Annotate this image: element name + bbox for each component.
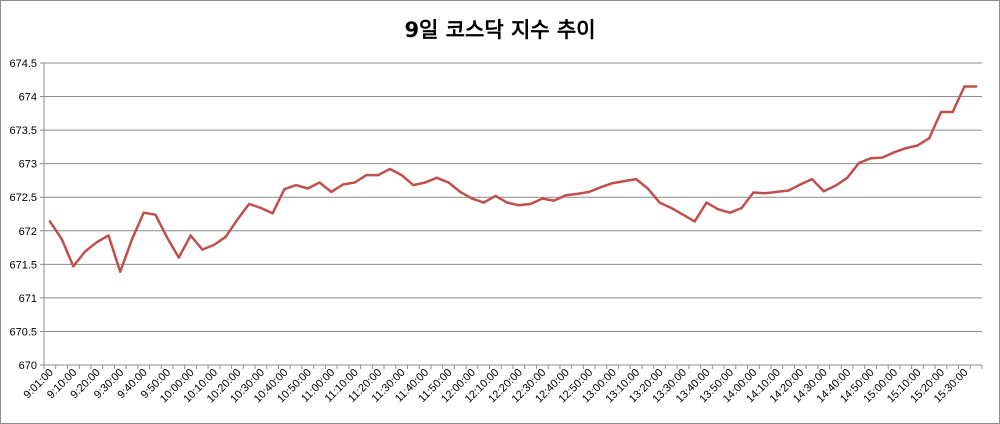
series bbox=[48, 85, 978, 273]
data-point bbox=[728, 211, 732, 214]
data-point bbox=[353, 181, 356, 184]
y-tick-label: 672 bbox=[19, 226, 37, 238]
axes bbox=[40, 62, 983, 369]
data-point bbox=[775, 190, 778, 194]
data-point bbox=[881, 156, 884, 159]
y-tick-label: 673.5 bbox=[9, 125, 37, 137]
data-point bbox=[259, 206, 263, 210]
data-point bbox=[517, 204, 521, 207]
y-tick-label: 674 bbox=[19, 92, 37, 104]
data-point bbox=[576, 192, 579, 196]
data-point bbox=[693, 220, 696, 223]
data-point bbox=[752, 191, 755, 194]
data-point bbox=[834, 184, 837, 187]
data-point bbox=[459, 190, 462, 194]
data-point bbox=[658, 201, 661, 204]
data-point bbox=[130, 238, 134, 241]
data-point bbox=[447, 181, 450, 184]
chart-title: 9일 코스닥 지수 추이 bbox=[404, 18, 596, 42]
data-point bbox=[388, 167, 392, 171]
series-line bbox=[48, 85, 978, 273]
data-point bbox=[83, 250, 87, 253]
y-tick-label: 670 bbox=[19, 360, 37, 372]
data-point bbox=[119, 270, 122, 273]
x-tick-labels: 9:01:009:10:009:20:009:30:009:40:009:50:… bbox=[22, 367, 971, 406]
data-point bbox=[951, 110, 954, 114]
data-point bbox=[599, 186, 603, 189]
data-point bbox=[799, 183, 802, 186]
data-point bbox=[142, 211, 145, 214]
data-point bbox=[681, 213, 685, 216]
data-point bbox=[634, 177, 638, 181]
data-point bbox=[822, 190, 825, 193]
data-point bbox=[529, 202, 532, 206]
data-point bbox=[787, 189, 790, 192]
data-point bbox=[869, 157, 872, 160]
data-point bbox=[670, 206, 673, 210]
data-point bbox=[717, 208, 720, 211]
data-point bbox=[377, 173, 380, 177]
data-point bbox=[248, 202, 251, 206]
data-point bbox=[552, 199, 556, 202]
data-point bbox=[588, 190, 591, 194]
data-point bbox=[974, 85, 978, 88]
data-point bbox=[271, 212, 274, 215]
data-point bbox=[857, 161, 861, 165]
data-point bbox=[60, 237, 63, 240]
data-point bbox=[646, 187, 649, 190]
data-point bbox=[623, 179, 626, 183]
data-point bbox=[928, 137, 931, 140]
data-point bbox=[892, 151, 896, 154]
data-point bbox=[939, 110, 943, 114]
data-point bbox=[236, 218, 239, 221]
y-tick-label: 671.5 bbox=[9, 259, 37, 271]
data-point bbox=[318, 181, 321, 184]
data-point bbox=[435, 176, 438, 179]
y-tick-label: 670.5 bbox=[9, 326, 37, 338]
data-point bbox=[916, 144, 919, 147]
data-point bbox=[541, 197, 544, 200]
data-point bbox=[904, 147, 907, 150]
data-point bbox=[95, 241, 99, 244]
data-point bbox=[365, 173, 368, 177]
data-point bbox=[189, 234, 192, 237]
data-point bbox=[330, 190, 333, 194]
data-point bbox=[72, 265, 75, 268]
data-point bbox=[224, 235, 227, 238]
data-point bbox=[564, 194, 567, 197]
data-point bbox=[212, 243, 216, 247]
data-point bbox=[107, 234, 110, 237]
data-point bbox=[423, 181, 427, 184]
data-point bbox=[470, 197, 474, 200]
y-tick-labels: 670 670.5 671 671.5 672 672.5 673 673.5 674 674.5 bbox=[9, 58, 37, 372]
data-point bbox=[201, 248, 204, 251]
data-point bbox=[763, 192, 767, 195]
data-point bbox=[412, 183, 415, 187]
data-point bbox=[482, 201, 485, 204]
data-point bbox=[810, 177, 814, 181]
y-tick-label: 672.5 bbox=[9, 192, 37, 204]
y-tick-label: 671 bbox=[19, 293, 37, 305]
data-point bbox=[283, 188, 286, 191]
data-point bbox=[705, 201, 708, 204]
data-point bbox=[494, 194, 497, 198]
data-point bbox=[165, 236, 169, 239]
y-tick-label: 673 bbox=[19, 159, 37, 171]
data-point bbox=[294, 183, 298, 187]
data-point bbox=[505, 201, 509, 204]
data-point bbox=[963, 85, 966, 88]
data-point bbox=[341, 183, 345, 186]
gridlines bbox=[44, 62, 982, 332]
data-point bbox=[740, 206, 743, 210]
data-point bbox=[611, 181, 614, 185]
data-point bbox=[400, 173, 403, 177]
data-point bbox=[846, 176, 849, 179]
data-point bbox=[154, 213, 157, 216]
y-tick-label: 674.5 bbox=[9, 58, 37, 70]
data-point bbox=[306, 187, 309, 190]
data-point bbox=[177, 256, 180, 259]
data-point bbox=[48, 220, 52, 223]
